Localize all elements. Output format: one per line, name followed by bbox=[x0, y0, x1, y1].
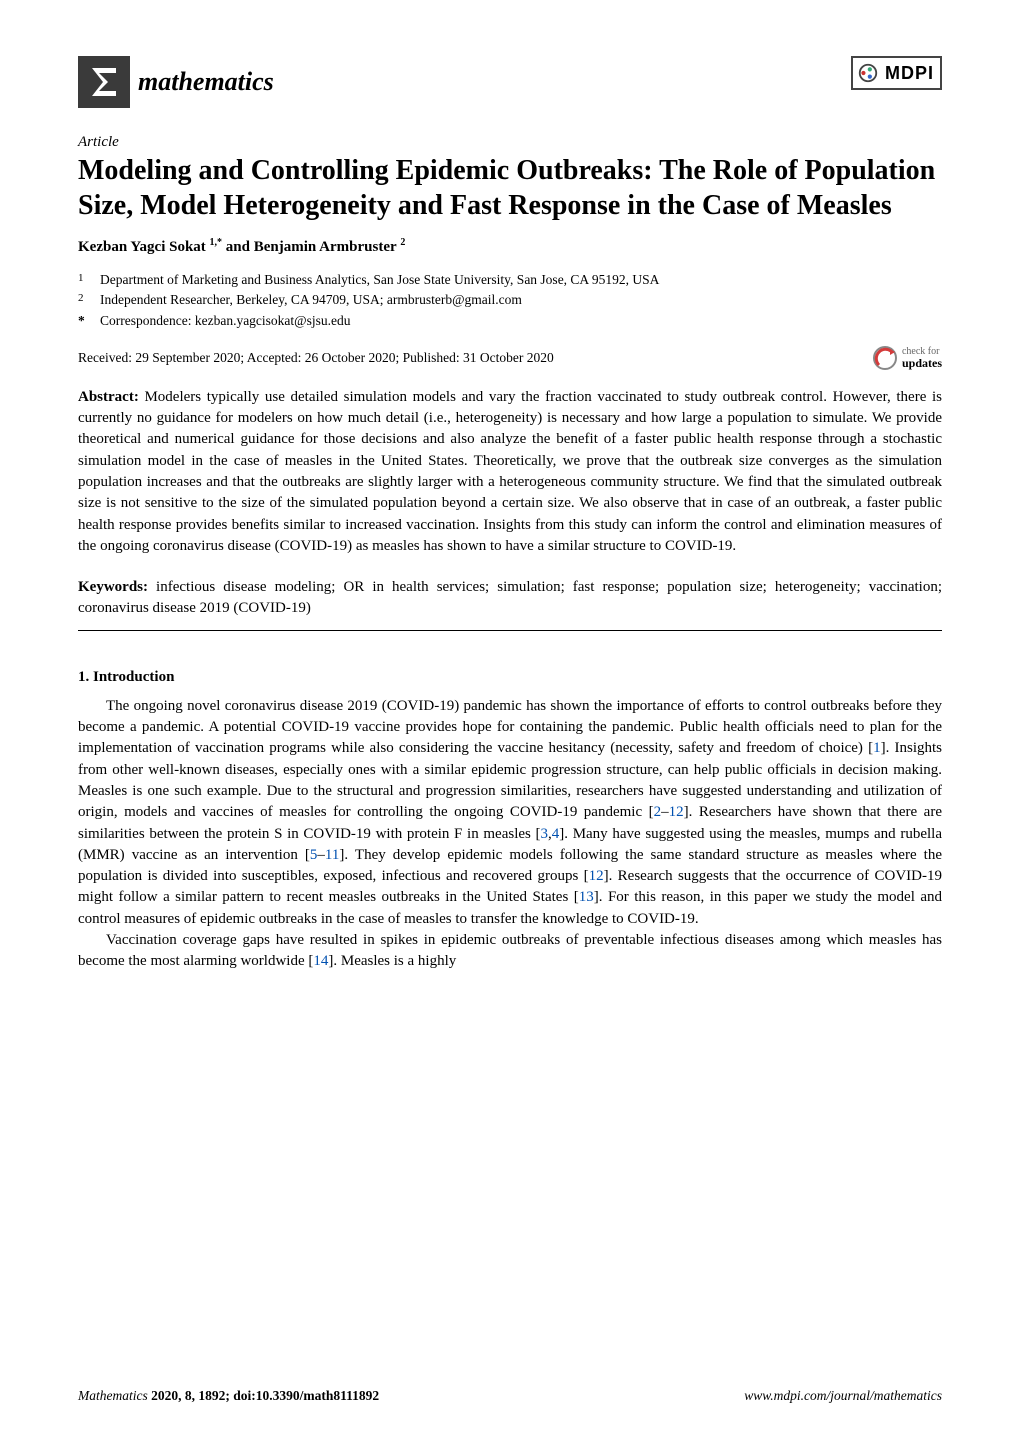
affiliation-1-text: Department of Marketing and Business Ana… bbox=[100, 270, 659, 290]
footer: Mathematics 2020, 8, 1892; doi:10.3390/m… bbox=[78, 1388, 942, 1404]
mdpi-icon bbox=[857, 62, 879, 84]
article-type: Article bbox=[78, 134, 942, 151]
publisher-name: MDPI bbox=[885, 63, 934, 84]
cite-14[interactable]: 14 bbox=[313, 953, 328, 969]
abstract-label: Abstract: bbox=[78, 389, 139, 405]
footer-journal: Mathematics bbox=[78, 1388, 148, 1403]
affiliation-2: 2 Independent Researcher, Berkeley, CA 9… bbox=[78, 290, 942, 310]
abstract-text: Modelers typically use detailed simulati… bbox=[78, 389, 942, 554]
footer-link[interactable]: www.mdpi.com/journal/mathematics bbox=[744, 1388, 942, 1403]
cite-12b[interactable]: 12 bbox=[589, 868, 604, 884]
journal-name: mathematics bbox=[138, 67, 274, 97]
author-1-marks: 1,* bbox=[210, 237, 223, 248]
authors-line: Kezban Yagci Sokat 1,* and Benjamin Armb… bbox=[78, 237, 942, 256]
publisher-logo: MDPI bbox=[851, 56, 942, 90]
keywords-label: Keywords: bbox=[78, 579, 148, 595]
affiliation-1-num: 1 bbox=[78, 270, 90, 290]
section-separator bbox=[78, 630, 942, 631]
affiliation-1: 1 Department of Marketing and Business A… bbox=[78, 270, 942, 290]
article-title: Modeling and Controlling Epidemic Outbre… bbox=[78, 153, 942, 223]
keywords: Keywords: infectious disease modeling; O… bbox=[78, 577, 942, 620]
affiliations: 1 Department of Marketing and Business A… bbox=[78, 270, 942, 331]
author-2-marks: 2 bbox=[400, 237, 405, 248]
cite-3[interactable]: 3 bbox=[541, 826, 549, 842]
cite-2[interactable]: 2 bbox=[654, 804, 662, 820]
author-2-name: Benjamin Armbruster bbox=[254, 239, 397, 255]
cite-11[interactable]: 11 bbox=[325, 847, 339, 863]
updates-text: check for updates bbox=[902, 347, 942, 369]
abstract: Abstract: Modelers typically use detaile… bbox=[78, 387, 942, 557]
footer-yearvol: 2020, 8, 1892; doi:10.3390/math8111892 bbox=[151, 1388, 379, 1403]
correspondence: * Correspondence: kezban.yagcisokat@sjsu… bbox=[78, 311, 942, 331]
footer-right[interactable]: www.mdpi.com/journal/mathematics bbox=[744, 1388, 942, 1404]
intro-para-2: Vaccination coverage gaps have resulted … bbox=[78, 930, 942, 973]
cite-1[interactable]: 1 bbox=[873, 740, 881, 756]
dates-text: Received: 29 September 2020; Accepted: 2… bbox=[78, 350, 554, 366]
dates-row: Received: 29 September 2020; Accepted: 2… bbox=[78, 345, 942, 371]
authors-and: and bbox=[226, 239, 254, 255]
correspondence-text: Correspondence: kezban.yagcisokat@sjsu.e… bbox=[100, 311, 350, 331]
updates-line2: updates bbox=[902, 357, 942, 369]
cite-12[interactable]: 12 bbox=[669, 804, 684, 820]
intro-para-1: The ongoing novel coronavirus disease 20… bbox=[78, 696, 942, 930]
updates-icon bbox=[872, 345, 898, 371]
correspondence-mark: * bbox=[78, 311, 90, 331]
cite-13[interactable]: 13 bbox=[579, 889, 594, 905]
check-for-updates-badge[interactable]: check for updates bbox=[872, 345, 942, 371]
footer-left: Mathematics 2020, 8, 1892; doi:10.3390/m… bbox=[78, 1388, 379, 1404]
section-1-heading: 1. Introduction bbox=[78, 669, 942, 686]
journal-logo: mathematics bbox=[78, 56, 274, 108]
affiliation-2-text: Independent Researcher, Berkeley, CA 947… bbox=[100, 290, 522, 310]
sigma-icon bbox=[78, 56, 130, 108]
affiliation-2-num: 2 bbox=[78, 290, 90, 310]
keywords-text: infectious disease modeling; OR in healt… bbox=[78, 579, 942, 616]
author-1-name: Kezban Yagci Sokat bbox=[78, 239, 206, 255]
header-row: mathematics MDPI bbox=[78, 56, 942, 108]
